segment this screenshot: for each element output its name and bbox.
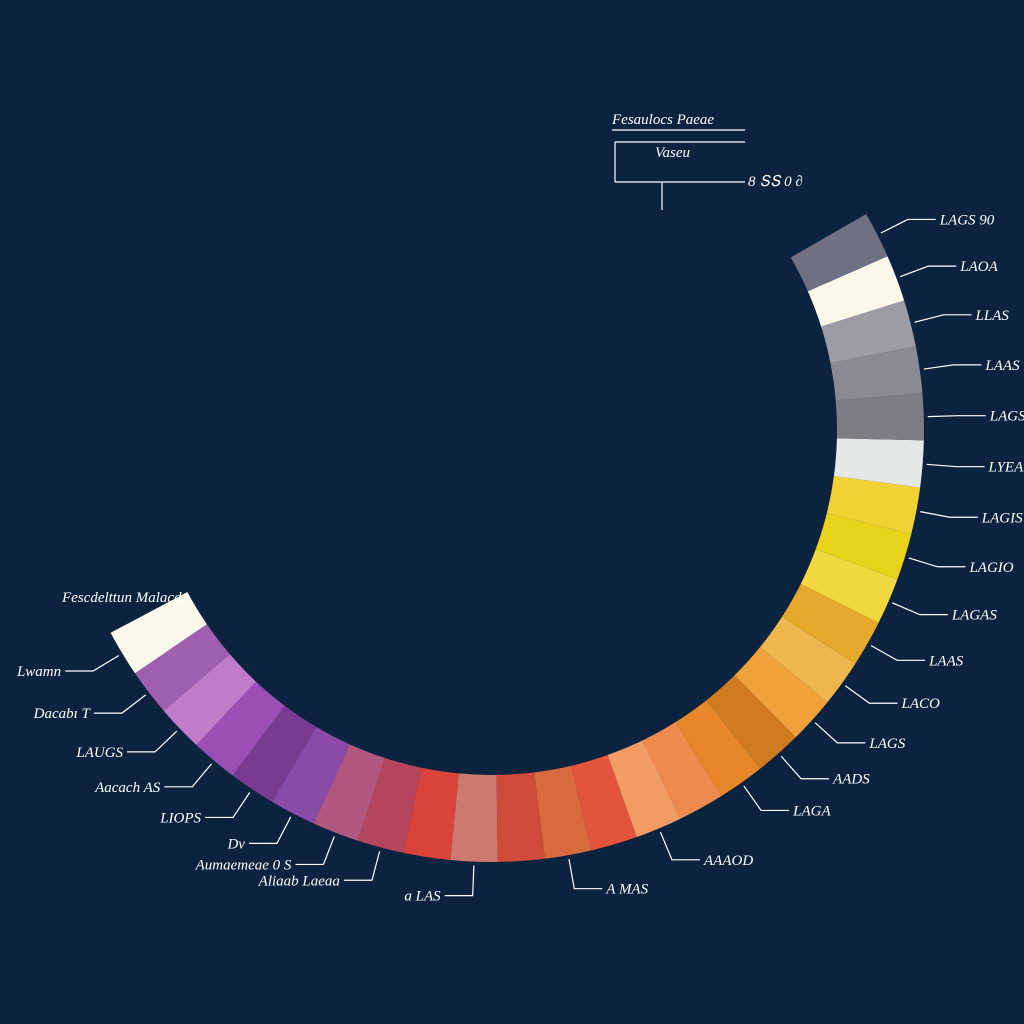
- slice-label-1: Dacabı T: [33, 706, 92, 722]
- arc-slice-0: [110, 591, 207, 674]
- slice-label-18: LACO: [900, 696, 940, 712]
- leader-line-19: [870, 644, 926, 661]
- slice-label-17: LAGS: [868, 736, 905, 752]
- arc-slice-22: [826, 475, 921, 535]
- left-annotation: Fescdelttun Malacd: [61, 590, 182, 606]
- leader-line-6: [295, 836, 335, 866]
- top-small-label-1: Vaseu: [655, 145, 690, 161]
- leader-line-21: [908, 557, 966, 568]
- slice-label-22: LAGIS: [981, 510, 1023, 526]
- arc-slice-27: [807, 256, 905, 327]
- arc-slice-10: [496, 772, 545, 862]
- arc-slice-12: [571, 755, 637, 851]
- leader-line-15: [743, 785, 790, 812]
- top-annotation-block: Fesaulocs Paeae Vaseu 8 ՏՏ 0 ∂: [611, 112, 803, 210]
- slice-label-16: AADS: [832, 772, 870, 788]
- slice-label-27: LAOA: [959, 259, 998, 275]
- leader-line-1: [93, 694, 147, 714]
- slice-label-24: LAGS: [989, 409, 1024, 425]
- leader-line-9: [444, 865, 475, 897]
- arc-slice-4: [232, 705, 317, 802]
- slice-label-21: LAGIO: [968, 560, 1013, 576]
- leader-lines: [65, 218, 986, 897]
- arc-slice-28: [790, 214, 888, 292]
- leader-line-7: [343, 851, 381, 881]
- arc-slice-1: [135, 624, 230, 711]
- slice-label-6: Aumaemeae 0 S: [195, 857, 292, 873]
- leader-line-2: [127, 730, 178, 753]
- leader-line-25: [923, 364, 982, 370]
- arc-slice-15: [675, 700, 761, 796]
- leader-line-28: [880, 218, 936, 234]
- leader-line-22: [920, 511, 978, 518]
- slice-label-26: LLAS: [975, 308, 1010, 324]
- arc-slice-3: [196, 681, 285, 776]
- slice-labels: Lwamn Dacabı T LAUGS Aacach AS LIOPS Dv Aumaem…: [16, 212, 1024, 904]
- leader-line-4: [205, 792, 251, 819]
- arc-slice-13: [607, 740, 681, 838]
- arc-slice-21: [815, 513, 912, 580]
- leader-line-20: [892, 602, 948, 616]
- slice-label-15: LAGA: [792, 803, 831, 819]
- arc-slice-11: [534, 765, 592, 859]
- slice-label-20: LAGAS: [951, 608, 998, 624]
- arc-slice-25: [830, 346, 923, 401]
- donut-arc: [110, 214, 924, 862]
- slice-label-3: Aacach AS: [94, 780, 161, 796]
- slice-label-23: LYEA: [988, 460, 1024, 476]
- arc-slice-7: [358, 757, 422, 853]
- arc-slice-26: [821, 300, 916, 364]
- leader-line-24: [927, 415, 986, 418]
- arc-slice-9: [450, 773, 498, 862]
- arc-slice-2: [163, 654, 256, 746]
- slice-label-5: Dv: [226, 836, 245, 852]
- arc-slice-23: [833, 438, 924, 488]
- leader-line-18: [844, 685, 898, 704]
- slice-label-7: Aliaab Laeaa: [258, 873, 340, 889]
- leader-line-23: [926, 463, 985, 468]
- arc-slice-14: [642, 722, 722, 819]
- arc-slice-20: [800, 549, 898, 623]
- arc-slice-19: [782, 583, 879, 664]
- leader-line-13: [659, 831, 701, 861]
- slice-label-9: a LAS: [404, 889, 441, 905]
- arc-slice-24: [835, 393, 924, 441]
- top-annotation: Fesaulocs Paeae: [611, 112, 714, 128]
- slice-label-0: Lwamn: [16, 664, 61, 680]
- arc-slice-6: [313, 744, 385, 841]
- leader-line-5: [248, 816, 292, 845]
- arc-slice-8: [403, 767, 459, 860]
- slice-label-11: A MAS: [605, 882, 648, 898]
- slice-label-4: LIOPS: [159, 810, 201, 826]
- leader-line-17: [814, 722, 866, 744]
- arc-slice-16: [706, 675, 796, 769]
- slice-label-25: LAAS: [984, 358, 1020, 374]
- leader-line-27: [899, 265, 957, 278]
- leader-line-3: [164, 763, 213, 788]
- slice-label-13: AAAOD: [703, 853, 753, 869]
- slice-label-19: LAAS: [928, 653, 964, 669]
- arc-slice-17: [734, 647, 828, 738]
- arc-slice-5: [271, 726, 350, 824]
- arc-slice-18: [759, 616, 856, 703]
- slice-label-28: LAGS 90: [939, 212, 995, 228]
- leader-line-26: [914, 314, 972, 323]
- slice-label-2: LAUGS: [75, 745, 123, 761]
- top-small-label-2: 8 ՏՏ 0 ∂: [748, 174, 803, 190]
- leader-line-0: [65, 654, 120, 672]
- leader-line-16: [780, 755, 830, 780]
- leader-line-11: [568, 859, 603, 890]
